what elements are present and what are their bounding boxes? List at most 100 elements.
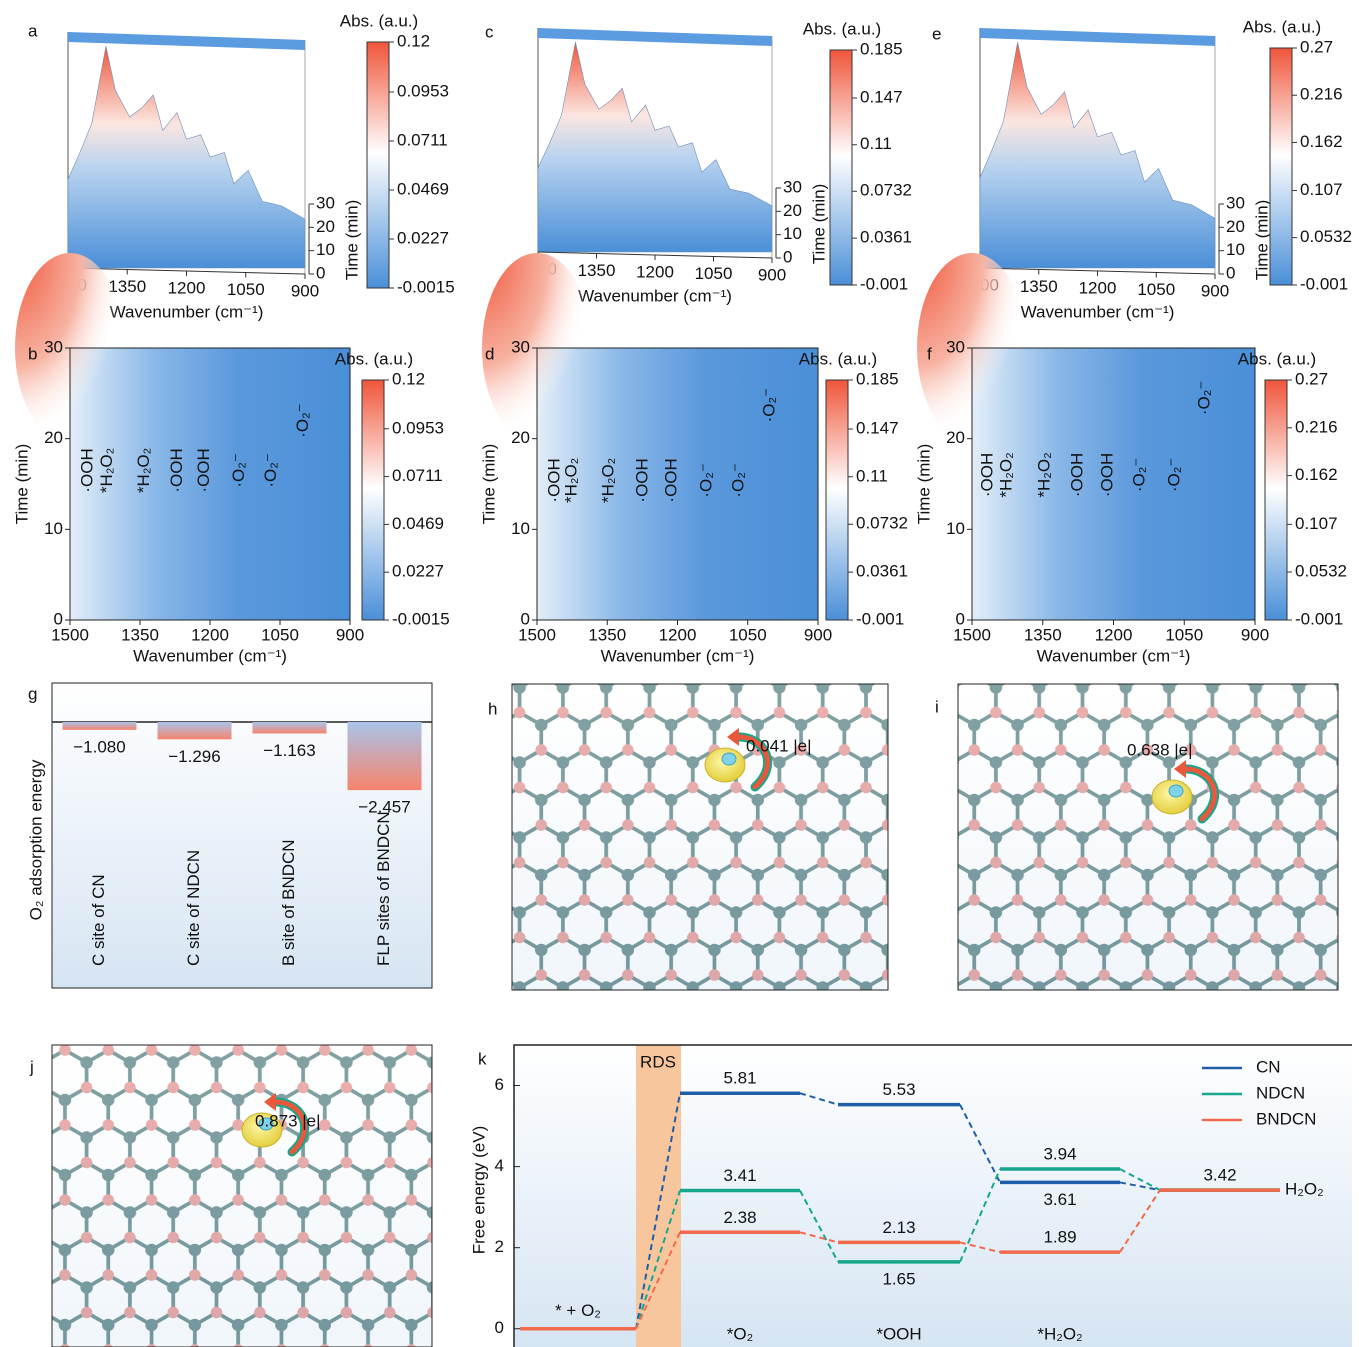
y-tick-label: 30 [783,177,802,196]
state-label: *O₂ [727,1324,753,1343]
bar [157,722,232,740]
colorbar-tick-label: 0.27 [1295,369,1328,388]
x-tick-label: 1200 [659,625,697,644]
bar [62,722,137,730]
x-tick-label: 1500 [518,625,556,644]
connector [635,1190,681,1330]
y-tick-label: 2 [495,1237,504,1256]
frame [511,683,889,991]
colorbar-tick-label: 0.0953 [397,81,449,100]
rds-label: RDS [640,1052,676,1071]
panel-letter: b [28,344,37,363]
y-tick-label: 20 [1226,217,1245,236]
top-plane [68,32,305,50]
x-tick-label: 900 [1201,281,1229,300]
panel-letter: g [28,684,37,703]
x-tick-label: 900 [804,625,832,644]
peak-label: ·OOH [632,458,651,502]
connector [1119,1168,1161,1192]
level-value-label: 3.94 [1043,1145,1076,1164]
surface [537,41,773,253]
peak-label: *H₂O₂ [97,448,116,493]
peak-label: ·O₂⁻ [1164,458,1183,492]
peak-label: ·OOH [661,458,680,502]
legend-label: BNDCN [1256,1109,1316,1128]
colorbar-tick-label: 0.11 [856,466,888,485]
peak-label: ·OOH [544,458,563,502]
peak-label: *H₂O₂ [1035,452,1054,497]
y-tick-label: 20 [511,428,530,447]
y-tick-label: 30 [316,193,335,212]
colorbar-tick-label: 0.162 [1300,132,1343,151]
transfer-arrow [269,1099,307,1155]
y-tick-label: 20 [316,217,335,236]
y-axis-label: Time (min) [1252,200,1271,281]
x-tick-label: 1050 [227,280,265,299]
colorbar-tick-label: 0.11 [860,134,892,153]
connector [959,1241,1001,1254]
x-axis-label: Wavenumber (cm⁻¹) [1037,646,1191,665]
legend-label: NDCN [1256,1083,1305,1102]
x-tick-label: 1050 [1165,625,1203,644]
y-tick-label: 30 [946,337,965,356]
colorbar-tick-label: 0.0227 [397,228,449,247]
x-tick-label: 900 [758,265,786,284]
connector [959,1104,1001,1183]
charge-label: 0.638 |e| [1127,740,1193,759]
bar [347,722,422,791]
colorbar-tick-label: 0.216 [1295,417,1338,436]
colorbar-title: Abs. (a.u.) [799,349,877,368]
transfer-arrow [732,734,770,790]
bar-value-label: −1.296 [168,747,220,766]
y-tick-label: 10 [44,519,63,538]
colorbar-tick-label: 0.107 [1300,180,1343,199]
panel-letter: a [28,21,38,40]
colorbar-tick-label: -0.001 [860,274,908,293]
y-axis-label: Free energy (eV) [469,1126,488,1255]
peak-label: ·O₂⁻ [261,453,280,487]
peak-label: ·OOH [167,448,186,492]
panel-letter: c [485,22,494,41]
y-tick-label: 30 [1226,193,1245,212]
colorbar-tick-label: 0.0732 [856,514,908,533]
level-value-label: 3.61 [1043,1190,1076,1209]
colorbar [1264,379,1288,621]
y-tick-label: 10 [946,519,965,538]
charge-density [721,752,737,766]
x-tick-label: 1350 [108,277,146,296]
x-tick-label: 1200 [191,625,229,644]
colorbar-tick-label: 0.12 [397,31,430,50]
x-tick-label: 1350 [1024,625,1062,644]
level-value-label: 5.53 [882,1080,915,1099]
y-tick-label: 30 [511,337,530,356]
colorbar-tick-label: 0.0361 [856,562,908,581]
colorbar [825,379,849,621]
connector [799,1190,839,1263]
colorbar-title: Abs. (a.u.) [803,19,881,38]
x-tick-label: 1350 [588,625,626,644]
peak-label: ·OOH [78,448,97,492]
state-label: *H₂O₂ [1037,1324,1082,1343]
x-axis-label: Wavenumber (cm⁻¹) [110,302,264,321]
colorbar-tick-label: 0.0732 [860,181,912,200]
arrow-head [264,1093,276,1111]
frame [957,683,1339,991]
state-label: * + O₂ [555,1301,601,1320]
peak-label: ·O₂⁻ [293,403,312,437]
peak-label: *H₂O₂ [599,458,618,503]
x-tick-label: 1350 [121,625,159,644]
lattice-fade [512,684,888,990]
plot-frame [513,1044,1352,1347]
panel-letter: j [29,1057,34,1076]
top-plane [538,28,772,46]
x-tick-label: 1350 [1020,277,1058,296]
y-axis-label: Time (min) [12,444,31,525]
x-tick-label: 900 [291,281,319,300]
colorbar-tick-label: 0.0532 [1300,227,1352,246]
bar [252,722,327,734]
peak-label: ·O₂⁻ [760,388,779,422]
x-axis-label: Wavenumber (cm⁻¹) [1021,302,1175,321]
y-axis-label: Time (min) [809,184,828,265]
peak-label: ·O₂⁻ [1129,458,1148,492]
